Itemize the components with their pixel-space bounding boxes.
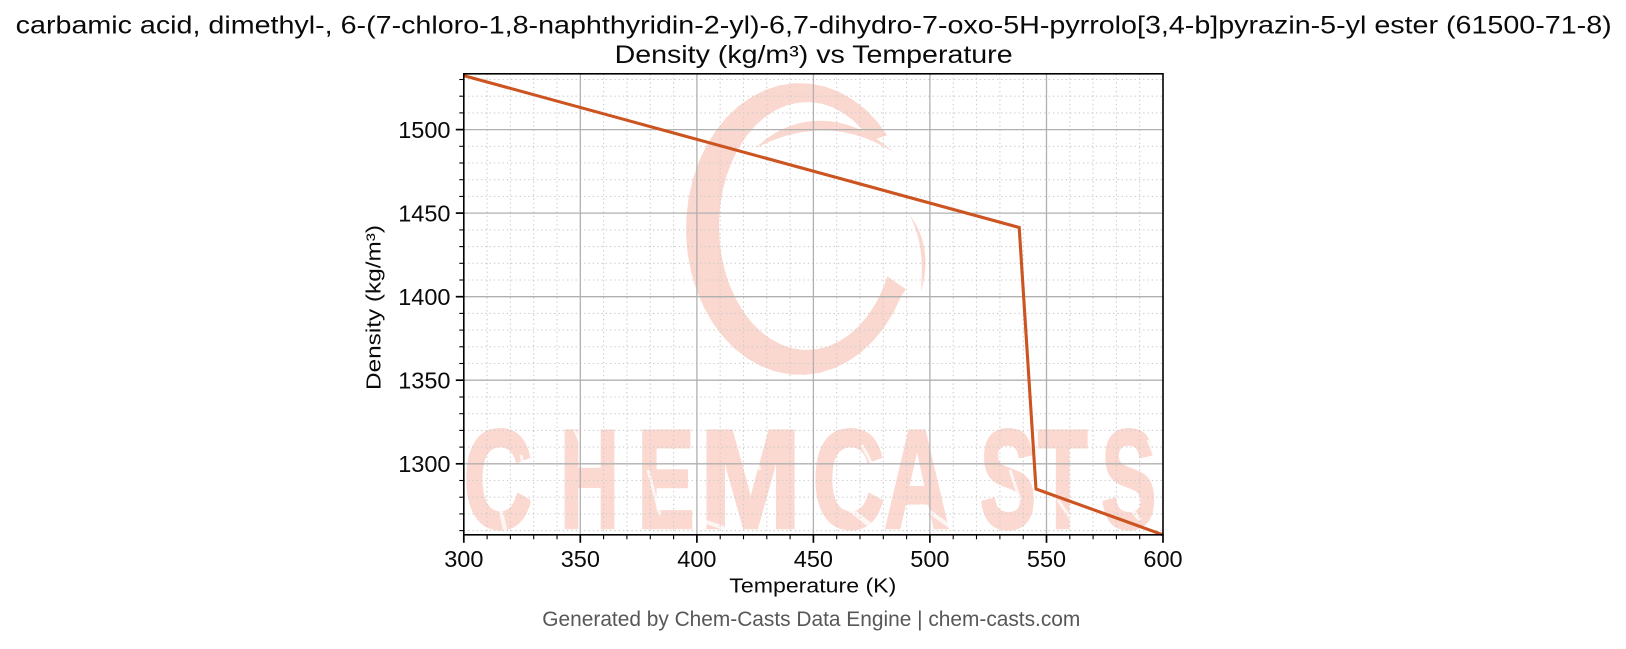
svg-text:300: 300 bbox=[444, 546, 483, 572]
svg-text:550: 550 bbox=[1027, 546, 1066, 572]
svg-text:E: E bbox=[638, 401, 695, 558]
svg-text:Density (kg/m³): Density (kg/m³) bbox=[364, 225, 386, 390]
svg-text:350: 350 bbox=[561, 546, 600, 572]
svg-text:1300: 1300 bbox=[398, 451, 450, 477]
svg-text:1500: 1500 bbox=[398, 117, 450, 143]
svg-text:1400: 1400 bbox=[398, 284, 450, 310]
svg-text:450: 450 bbox=[794, 546, 833, 572]
svg-text:1450: 1450 bbox=[398, 201, 450, 227]
svg-text:1350: 1350 bbox=[398, 368, 450, 394]
svg-text:M: M bbox=[700, 401, 801, 558]
svg-text:C: C bbox=[813, 401, 885, 558]
svg-text:400: 400 bbox=[677, 546, 716, 572]
svg-text:Density (kg/m³) vs Temperature: Density (kg/m³) vs Temperature bbox=[615, 41, 1013, 69]
svg-text:S: S bbox=[980, 401, 1036, 557]
svg-text:H: H bbox=[560, 401, 619, 558]
svg-text:Temperature (K): Temperature (K) bbox=[729, 576, 896, 598]
svg-text:Generated by Chem-Casts Data E: Generated by Chem-Casts Data Engine | ch… bbox=[542, 607, 1080, 631]
svg-text:carbamic acid, dimethyl-, 6-(7: carbamic acid, dimethyl-, 6-(7-chloro-1,… bbox=[16, 12, 1612, 40]
svg-text:500: 500 bbox=[910, 546, 949, 572]
svg-text:600: 600 bbox=[1143, 546, 1182, 572]
